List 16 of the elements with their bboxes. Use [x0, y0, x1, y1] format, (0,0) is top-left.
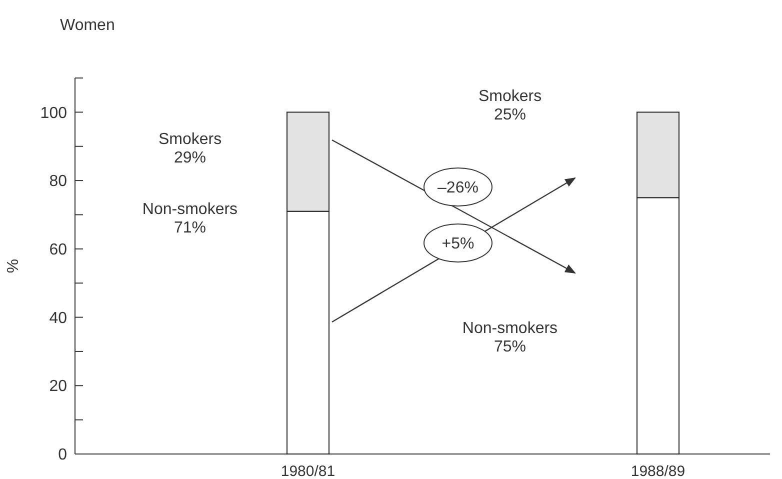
- chart-title: Women: [60, 17, 115, 34]
- annotation: Smokers 29%: [158, 131, 222, 166]
- annotation: Non-smokers 71%: [142, 201, 238, 236]
- y-tick-label: 20: [49, 378, 68, 396]
- x-tick-label: 1980/81: [280, 463, 336, 479]
- annotation: +5%: [442, 236, 474, 253]
- annotation: Smokers 25%: [478, 88, 542, 124]
- y-tick-label: 0: [58, 446, 68, 464]
- y-axis-title: %: [5, 258, 22, 274]
- y-tick-label: 40: [49, 310, 68, 327]
- y-tick-label: 60: [49, 242, 68, 259]
- y-tick-label: 100: [40, 104, 68, 122]
- annotation: Non-smokers 75%: [462, 320, 558, 356]
- x-tick-label: 1988/89: [630, 463, 686, 479]
- y-tick-label: 80: [49, 173, 68, 190]
- annotation: –26%: [438, 180, 478, 197]
